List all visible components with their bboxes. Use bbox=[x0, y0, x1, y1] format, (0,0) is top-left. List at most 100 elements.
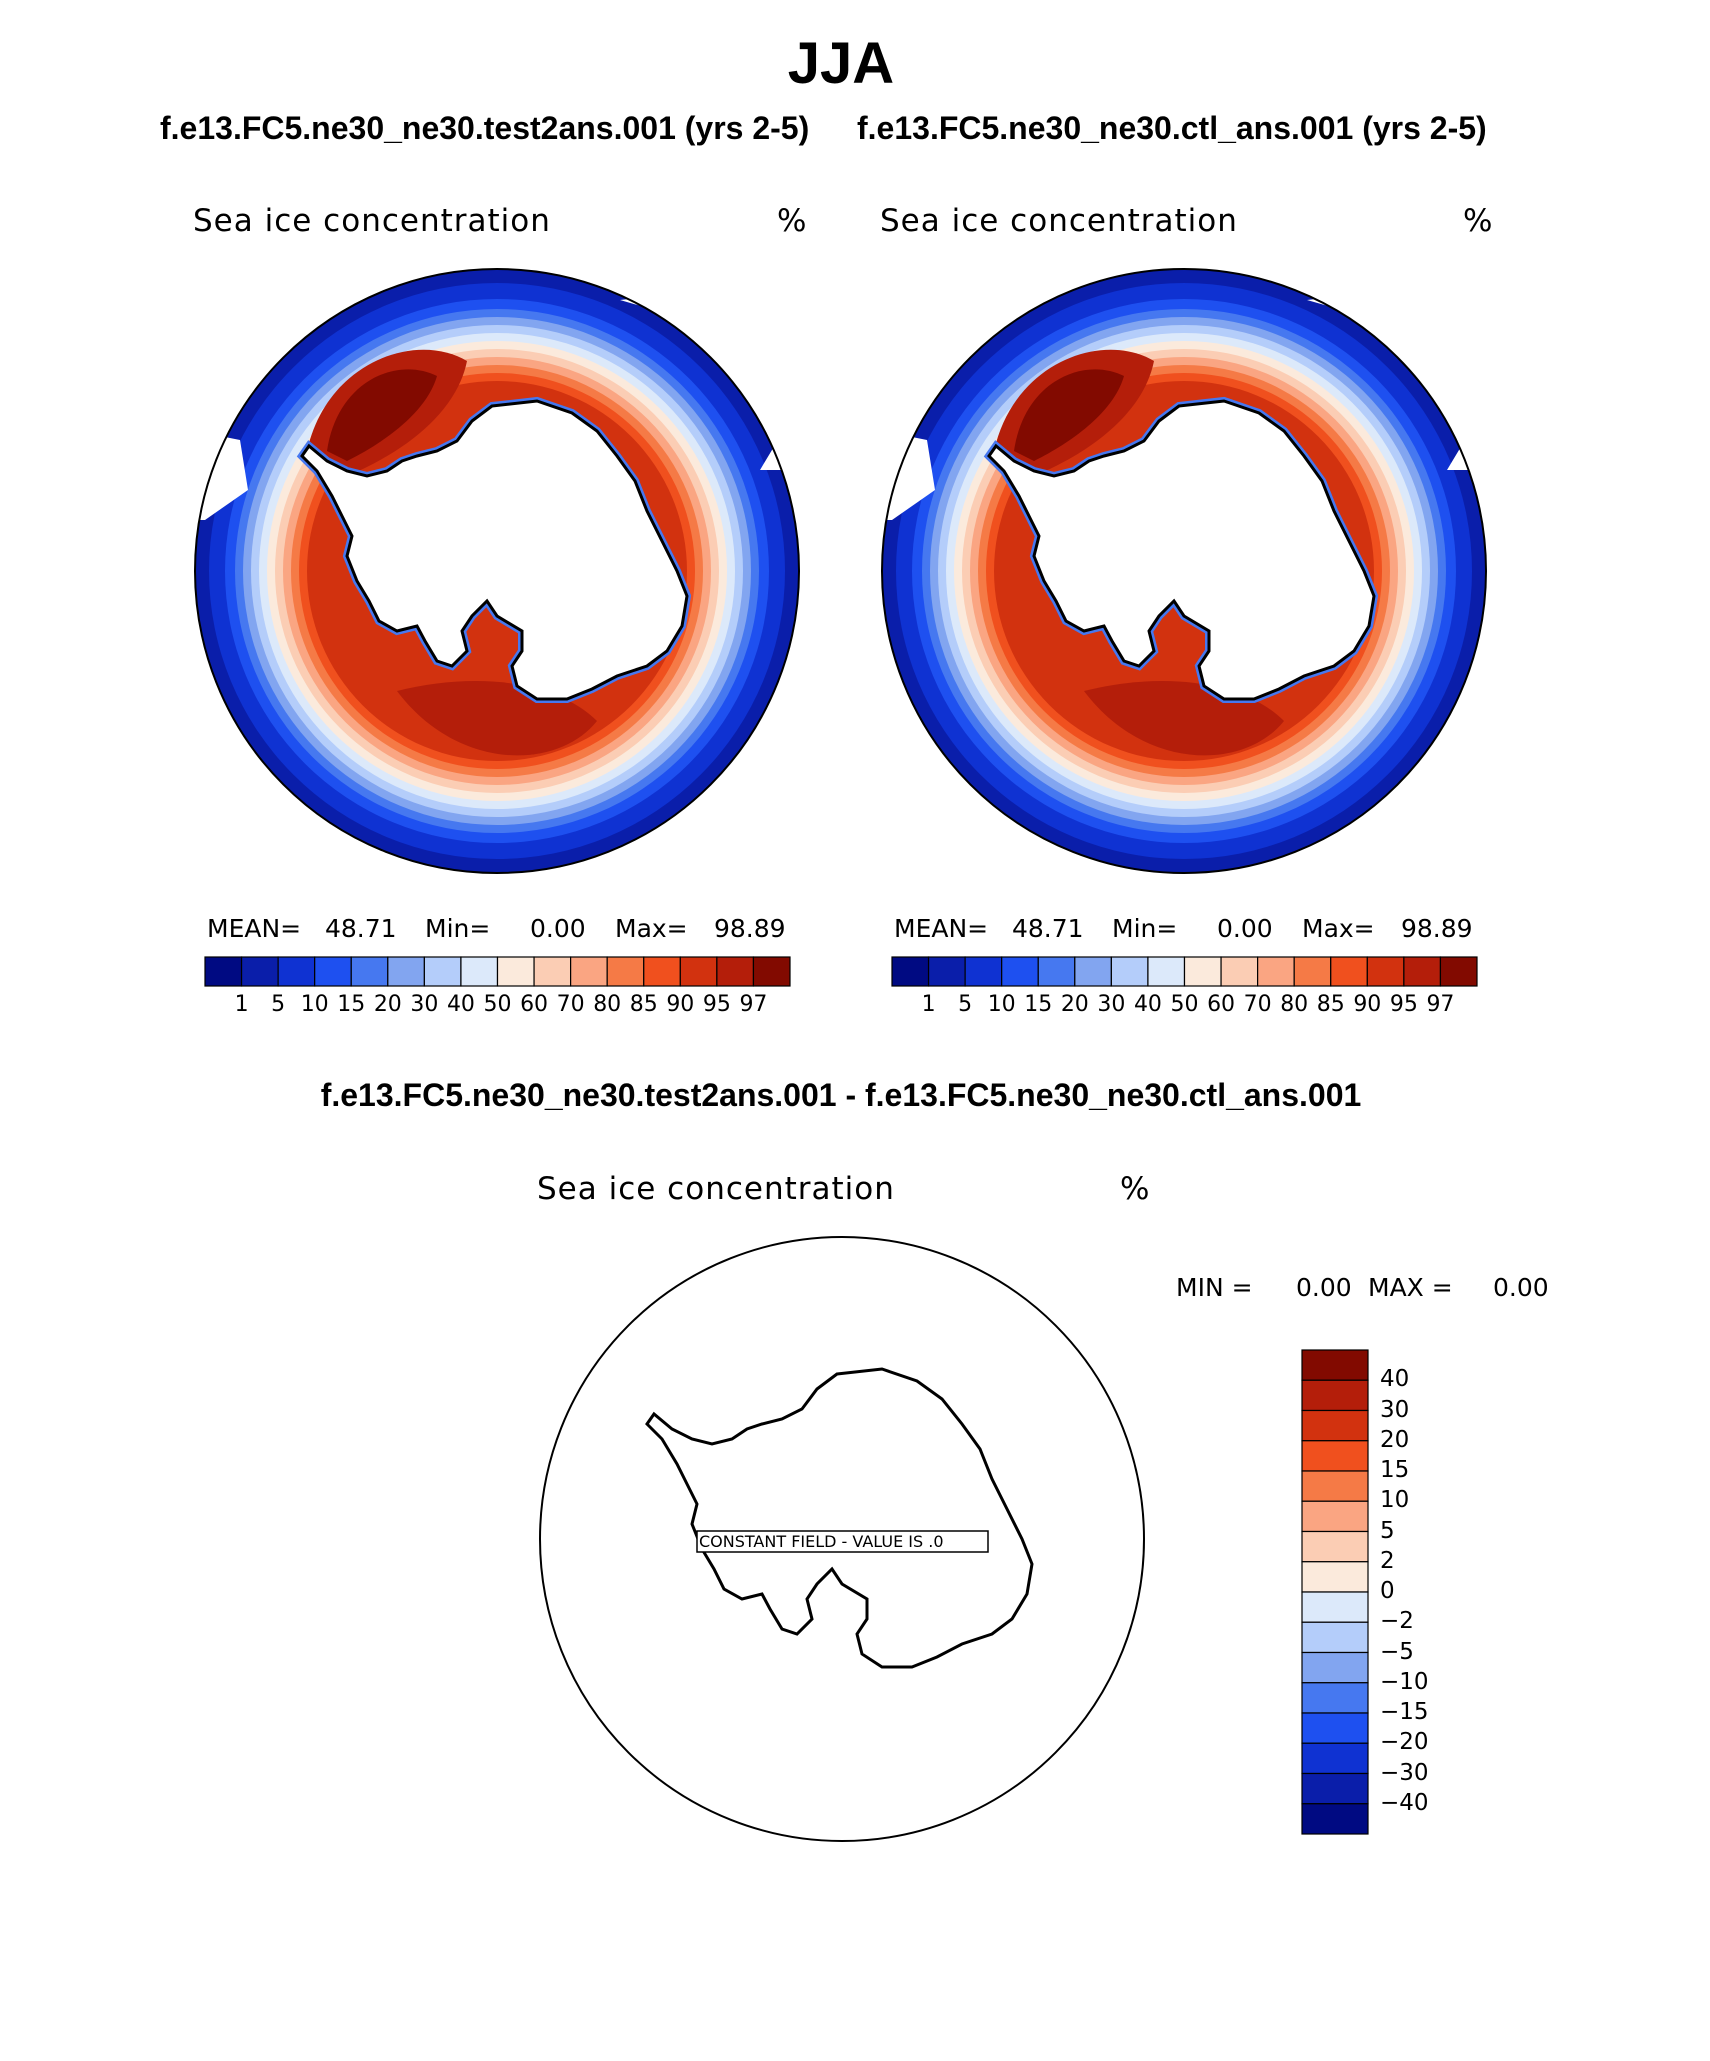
colorbar-2-swatch bbox=[1293, 956, 1332, 987]
colorbar-1 bbox=[204, 956, 791, 987]
colorbar-1-swatch bbox=[277, 956, 316, 987]
colorbar-diff-tick: −15 bbox=[1380, 1699, 1429, 1725]
colorbar-1-swatch bbox=[752, 956, 791, 987]
colorbar-2-swatch bbox=[1037, 956, 1076, 987]
colorbar-2-tick: 20 bbox=[1060, 992, 1089, 1017]
colorbar-2-swatch bbox=[1330, 956, 1368, 987]
colorbar-1-swatch bbox=[533, 956, 572, 987]
colorbar-1-tick: 70 bbox=[556, 992, 585, 1017]
colorbar-2-tick: 1 bbox=[921, 992, 936, 1017]
colorbar-2-tick: 10 bbox=[987, 992, 1016, 1017]
colorbar-1-swatch bbox=[240, 956, 279, 987]
colorbar-2-tick: 60 bbox=[1207, 992, 1236, 1017]
diff-title: f.e13.FC5.ne30_ne30.test2ans.001 - f.e13… bbox=[320, 1077, 1362, 1113]
colorbar-2-tick: 70 bbox=[1243, 992, 1272, 1017]
colorbar-2-swatch bbox=[927, 956, 966, 987]
colorbar-diff-tick: 0 bbox=[1380, 1578, 1395, 1604]
colorbar-1-tick: 40 bbox=[446, 992, 475, 1017]
panel-2-mean-label: MEAN= bbox=[894, 914, 989, 943]
panel-1-map bbox=[194, 268, 800, 874]
constant-field-label: CONSTANT FIELD - VALUE IS .0 bbox=[699, 1532, 944, 1551]
colorbar-diff-swatch bbox=[1301, 1500, 1369, 1533]
colorbar-diff-tick: 2 bbox=[1380, 1547, 1395, 1574]
colorbar-1-swatch bbox=[679, 956, 718, 987]
colorbar-1-tick: 90 bbox=[666, 992, 695, 1017]
colorbar-diff-tick: −20 bbox=[1380, 1729, 1429, 1756]
colorbar-diff-tick: 10 bbox=[1380, 1487, 1410, 1514]
colorbar-1-tick: 80 bbox=[593, 992, 622, 1017]
panel-2-units: % bbox=[1463, 203, 1494, 239]
colorbar-diff-tick: −10 bbox=[1380, 1668, 1429, 1695]
colorbar-1-swatch bbox=[643, 956, 681, 987]
colorbar-2-tick: 40 bbox=[1133, 992, 1162, 1017]
colorbar-diff-tick: −30 bbox=[1380, 1759, 1429, 1786]
colorbar-2-swatch bbox=[1147, 956, 1186, 987]
colorbar-2-tick: 90 bbox=[1353, 992, 1382, 1017]
colorbar-1-swatch bbox=[460, 956, 499, 987]
colorbar-2-tick: 80 bbox=[1280, 992, 1309, 1017]
colorbar-1-tick: 50 bbox=[483, 992, 512, 1017]
colorbar-2-swatch bbox=[1366, 956, 1405, 987]
colorbar-1-tick: 10 bbox=[300, 992, 329, 1017]
diff-min: 0.00 bbox=[1296, 1273, 1352, 1302]
colorbar-1-tick: 60 bbox=[520, 992, 549, 1017]
case-a-title: f.e13.FC5.ne30_ne30.test2ans.001 (yrs 2-… bbox=[160, 110, 810, 146]
colorbar-2-swatch bbox=[1403, 956, 1442, 987]
colorbar-1-swatch bbox=[423, 956, 462, 987]
colorbar-1-tick: 97 bbox=[739, 992, 768, 1017]
colorbar-2-swatch bbox=[1110, 956, 1149, 987]
panel-2-min-label: Min= bbox=[1112, 914, 1178, 943]
colorbar-2-swatch bbox=[1439, 956, 1478, 987]
panel-2-min: 0.00 bbox=[1217, 914, 1273, 943]
panel-2-map bbox=[881, 268, 1487, 874]
colorbar-diff-swatch bbox=[1301, 1349, 1369, 1381]
constant-field-box bbox=[696, 1530, 989, 1553]
colorbar-diff-swatch bbox=[1301, 1712, 1369, 1744]
colorbar-1-tick: 95 bbox=[702, 992, 731, 1017]
panel-1-min-label: Min= bbox=[425, 914, 491, 943]
colorbar-1-tick: 1 bbox=[234, 992, 249, 1017]
colorbar-2-tick: 15 bbox=[1024, 992, 1053, 1017]
colorbar-diff-swatch bbox=[1301, 1440, 1369, 1472]
colorbar-1-swatch bbox=[204, 956, 243, 987]
colorbar-1-tick: 20 bbox=[373, 992, 402, 1017]
panel-1-max-label: Max= bbox=[615, 914, 688, 943]
colorbar-diff-swatch bbox=[1301, 1530, 1369, 1563]
case-b-title: f.e13.FC5.ne30_ne30.ctl_ans.001 (yrs 2-5… bbox=[857, 110, 1487, 146]
colorbar-1-swatch bbox=[314, 956, 352, 987]
colorbar-diff-swatch bbox=[1301, 1682, 1369, 1714]
colorbar-2-swatch bbox=[1220, 956, 1259, 987]
colorbar-diff-swatch bbox=[1301, 1621, 1369, 1654]
panel-1-min: 0.00 bbox=[530, 914, 586, 943]
panel-1-variable: Sea ice concentration bbox=[193, 203, 551, 239]
colorbar-1-swatch bbox=[350, 956, 389, 987]
colorbar-diff-swatch bbox=[1301, 1561, 1369, 1593]
diff-min-label: MIN = bbox=[1176, 1273, 1253, 1302]
diff-max: 0.00 bbox=[1493, 1273, 1549, 1302]
figure-title: JJA bbox=[787, 31, 895, 96]
colorbar-diff-tick: 5 bbox=[1380, 1517, 1395, 1544]
colorbar-2-swatch bbox=[1257, 956, 1295, 987]
panel-1-mean: 48.71 bbox=[325, 914, 397, 943]
colorbar-diff-tick: 15 bbox=[1380, 1457, 1410, 1483]
colorbar-1-tick: 5 bbox=[271, 992, 286, 1017]
colorbar-diff-tick: 40 bbox=[1380, 1366, 1410, 1393]
colorbar-1-swatch bbox=[606, 956, 645, 987]
colorbar-diff bbox=[1301, 1349, 1369, 1835]
panel-1-units: % bbox=[777, 203, 808, 239]
panel-1-mean-label: MEAN= bbox=[207, 914, 302, 943]
colorbar-1-swatch bbox=[387, 956, 425, 987]
panel-2-variable: Sea ice concentration bbox=[880, 203, 1238, 239]
colorbar-2-swatch bbox=[1074, 956, 1112, 987]
colorbar-2-tick: 95 bbox=[1389, 992, 1418, 1017]
colorbar-2-tick: 85 bbox=[1316, 992, 1345, 1017]
diff-max-label: MAX = bbox=[1368, 1273, 1453, 1302]
colorbar-2-swatch bbox=[1183, 956, 1222, 987]
colorbar-1-swatch bbox=[570, 956, 608, 987]
diff-variable: Sea ice concentration bbox=[537, 1171, 895, 1207]
colorbar-diff-tick: 30 bbox=[1380, 1396, 1410, 1423]
panel-1-max: 98.89 bbox=[714, 914, 786, 943]
colorbar-2-swatch bbox=[1001, 956, 1039, 987]
colorbar-2 bbox=[891, 956, 1478, 987]
colorbar-diff-swatch bbox=[1301, 1803, 1369, 1835]
